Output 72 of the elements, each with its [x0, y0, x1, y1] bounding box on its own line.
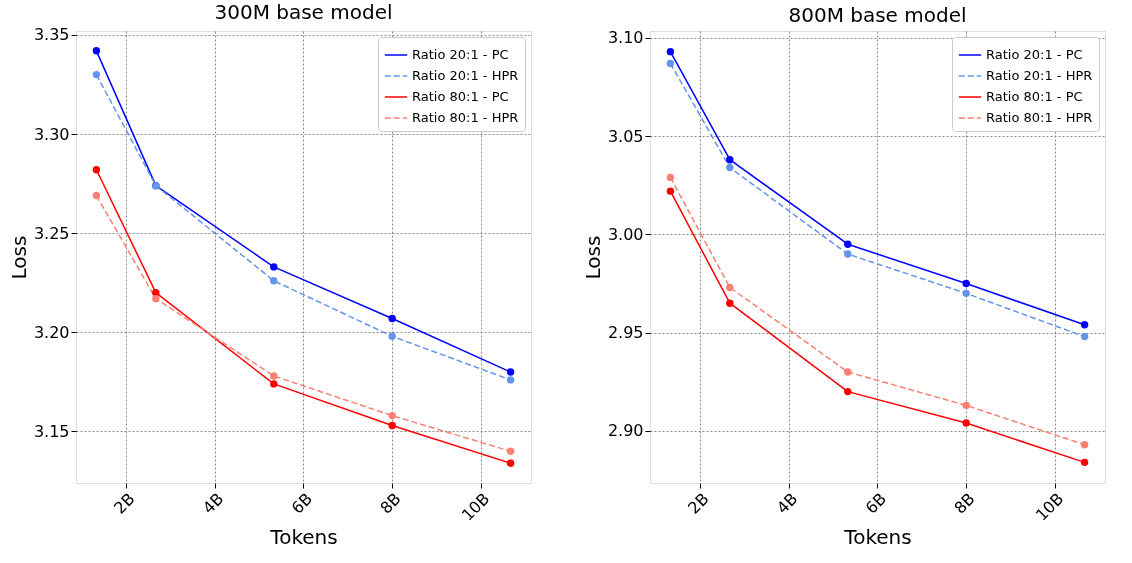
- y-tick-label: 3.05: [607, 126, 644, 146]
- point: [270, 380, 278, 388]
- point: [962, 419, 970, 427]
- point: [388, 314, 396, 323]
- point: [1080, 458, 1089, 467]
- y-tick-label: 3.00: [607, 224, 644, 244]
- point: [962, 289, 970, 298]
- legend-label: Ratio 80:1 - PC: [412, 89, 509, 104]
- y-tick-label: 2.95: [607, 323, 644, 343]
- point: [962, 401, 970, 410]
- x-axis-title: Tokens: [843, 524, 912, 549]
- y-tick-label: 3.30: [33, 124, 70, 144]
- point: [666, 173, 675, 182]
- point: [270, 263, 278, 271]
- y-tick-label: 2.90: [607, 421, 644, 441]
- x-tick-label: 8B: [950, 489, 979, 518]
- point: [962, 279, 970, 288]
- legend-label: Ratio 20:1 - HPR: [412, 68, 519, 83]
- y-axis-title: Loss: [580, 235, 605, 280]
- point: [1080, 321, 1089, 329]
- point: [844, 387, 852, 396]
- point: [726, 163, 734, 172]
- point: [506, 368, 515, 376]
- x-tick-label: 8B: [376, 489, 405, 518]
- y-tick-label: 3.10: [607, 28, 644, 48]
- y-tick-label: 3.25: [33, 223, 70, 243]
- point: [844, 240, 852, 248]
- point: [844, 368, 852, 376]
- legend-label: Ratio 20:1 - PC: [986, 47, 1083, 62]
- x-tick-label: 4B: [772, 489, 802, 518]
- x-tick-label: 10B: [1031, 489, 1068, 525]
- point: [92, 191, 101, 200]
- point: [726, 299, 734, 307]
- x-tick-label: 2B: [110, 489, 139, 518]
- point: [1080, 440, 1089, 449]
- x-axis-title: Tokens: [269, 524, 338, 549]
- x-tick-label: 4B: [198, 489, 228, 518]
- point: [666, 47, 675, 56]
- chart-title: 300M base model: [214, 0, 393, 24]
- chart-title: 800M base model: [788, 2, 967, 27]
- point: [152, 294, 160, 303]
- point: [92, 47, 101, 55]
- legend-label: Ratio 80:1 - HPR: [412, 110, 519, 125]
- legend-label: Ratio 80:1 - HPR: [986, 110, 1093, 125]
- point: [1080, 332, 1089, 341]
- point: [92, 166, 101, 174]
- point: [270, 277, 278, 285]
- point: [506, 459, 515, 467]
- point: [666, 187, 675, 195]
- x-tick-label: 6B: [287, 489, 317, 518]
- y-tick-label: 3.35: [33, 25, 70, 45]
- legend-label: Ratio 20:1 - PC: [412, 47, 509, 62]
- point: [506, 447, 515, 455]
- point: [92, 70, 101, 79]
- point: [388, 332, 396, 340]
- legend-label: Ratio 20:1 - HPR: [986, 68, 1093, 83]
- y-tick-label: 3.20: [33, 322, 70, 342]
- point: [152, 288, 160, 297]
- point: [506, 376, 515, 384]
- legend-label: Ratio 80:1 - PC: [986, 89, 1083, 104]
- point: [270, 372, 278, 380]
- x-tick-label: 10B: [457, 489, 494, 525]
- point: [388, 411, 396, 420]
- x-tick-label: 2B: [684, 489, 713, 518]
- y-tick-label: 3.15: [33, 421, 70, 441]
- y-axis-title: Loss: [6, 235, 31, 280]
- point: [666, 59, 675, 68]
- point: [388, 421, 396, 430]
- point: [726, 283, 734, 292]
- point: [844, 250, 852, 258]
- point: [726, 156, 734, 164]
- x-tick-label: 6B: [861, 489, 891, 518]
